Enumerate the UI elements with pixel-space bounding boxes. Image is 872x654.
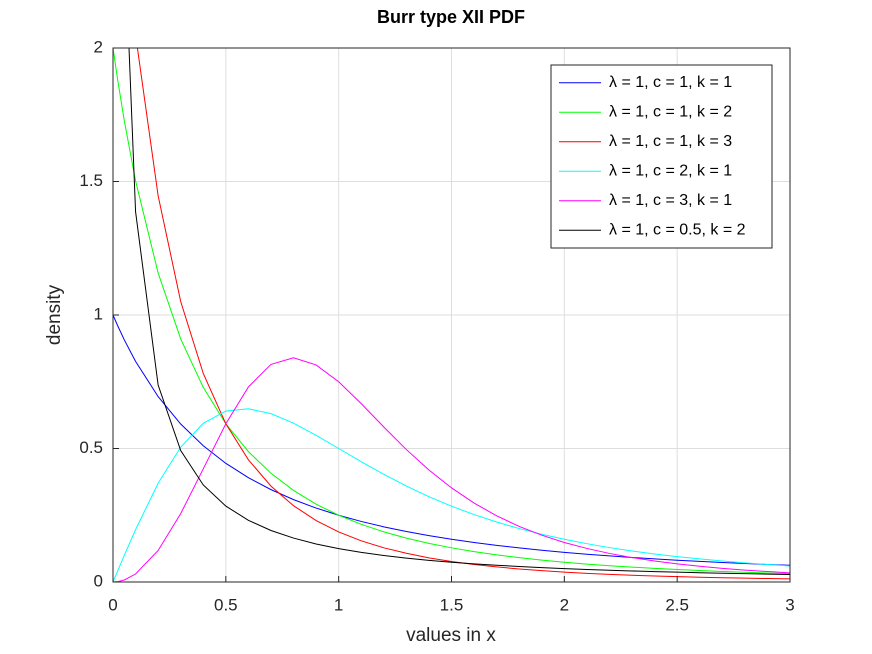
series-line: [113, 48, 790, 575]
y-tick-label: 1.5: [79, 171, 103, 190]
series-line: [128, 48, 790, 575]
plot-lines: [113, 48, 790, 582]
y-tick-label: 0.5: [79, 438, 103, 457]
legend-label: λ = 1, c = 1, k = 3: [609, 133, 732, 150]
x-tick-label: 3: [785, 595, 794, 614]
series-line: [136, 48, 790, 580]
series-line: [113, 408, 790, 582]
legend-label: λ = 1, c = 1, k = 2: [609, 103, 732, 120]
x-axis-label: values in x: [406, 625, 496, 646]
y-axis-label: density: [44, 284, 65, 345]
legend-label: λ = 1, c = 0.5, k = 2: [609, 221, 746, 238]
y-tick-label: 1: [94, 304, 103, 323]
legend-label: λ = 1, c = 1, k = 1: [609, 74, 732, 91]
x-tick-label: 1: [334, 595, 343, 614]
x-tick-label: 0.5: [214, 595, 238, 614]
chart-title: Burr type XII PDF: [377, 7, 525, 27]
legend-label: λ = 1, c = 2, k = 1: [609, 162, 732, 179]
x-tick-label: 2.5: [665, 595, 689, 614]
x-tick-label: 0: [108, 595, 117, 614]
legend-box: [550, 64, 773, 249]
series-line: [113, 314, 790, 566]
x-tick-label: 2: [560, 595, 569, 614]
x-tick-label: 1.5: [440, 595, 464, 614]
y-tick-label: 2: [94, 37, 103, 56]
y-tick-label: 0: [94, 571, 103, 590]
legend-label: λ = 1, c = 3, k = 1: [609, 192, 732, 209]
series-line: [113, 357, 790, 582]
legend: λ = 1, c = 1, k = 1 λ = 1, c = 1, k = 2 λ …: [550, 64, 773, 249]
